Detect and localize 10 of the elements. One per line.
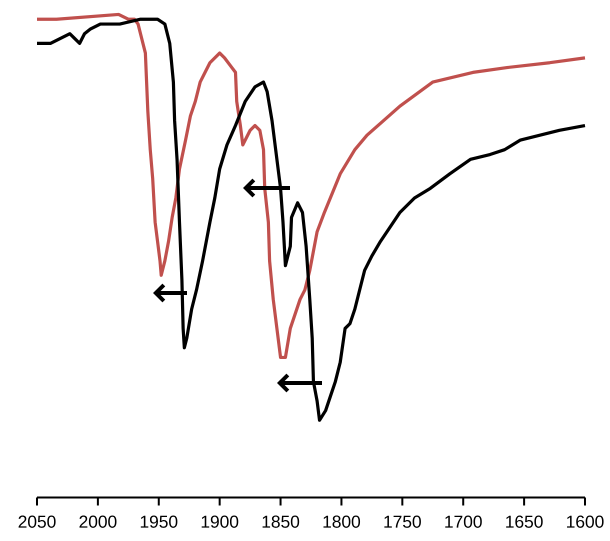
x-tick-label: 2050 [18,516,56,528]
x-tick-label: 1650 [506,516,543,528]
x-tick-label: 1900 [202,516,238,528]
x-tick-label: 1950 [140,516,178,528]
x-tick-label: 1850 [262,516,300,528]
x-tick-label: 1700 [445,516,482,528]
x-tick-label: 1600 [567,516,604,528]
x-tick-label: 2000 [79,516,116,528]
x-tick-label: 1750 [384,516,421,528]
x-tick-label: 1800 [323,516,360,528]
